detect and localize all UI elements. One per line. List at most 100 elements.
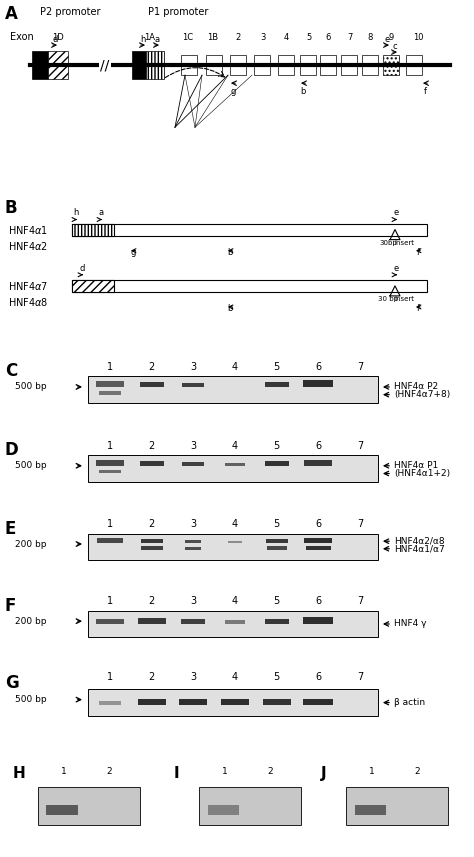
Text: b: b: [228, 304, 233, 313]
Text: f: f: [423, 87, 427, 96]
Text: P1 promoter: P1 promoter: [148, 7, 209, 17]
Text: 1D: 1D: [52, 33, 64, 42]
Text: 4: 4: [232, 362, 238, 372]
Text: HNF4α P2: HNF4α P2: [394, 382, 438, 392]
Bar: [228, 542, 242, 543]
Text: 1C: 1C: [182, 33, 193, 42]
Text: insert: insert: [394, 296, 414, 302]
Text: (HNF4α7+8): (HNF4α7+8): [394, 390, 450, 399]
Text: B: B: [5, 200, 18, 218]
Bar: [206, 55, 222, 75]
Text: H: H: [12, 766, 25, 782]
Text: 2: 2: [106, 766, 112, 776]
Text: P2 promoter: P2 promoter: [40, 7, 100, 17]
Bar: [230, 55, 246, 75]
Text: 2: 2: [267, 766, 273, 776]
Bar: [264, 382, 289, 387]
Bar: [181, 55, 197, 75]
Text: 3: 3: [260, 33, 266, 42]
Text: 7: 7: [357, 672, 363, 682]
Text: 3: 3: [190, 519, 196, 530]
Text: 200 bp: 200 bp: [15, 540, 46, 548]
Text: f: f: [417, 304, 419, 313]
Text: 9: 9: [388, 33, 393, 42]
Text: b: b: [301, 87, 306, 96]
Text: HNF4α P1: HNF4α P1: [394, 461, 438, 470]
Text: 5: 5: [273, 672, 280, 682]
Bar: [263, 698, 291, 704]
Text: 4: 4: [232, 672, 238, 682]
Text: 7: 7: [357, 596, 363, 607]
Text: d: d: [79, 264, 85, 273]
Text: G: G: [5, 674, 19, 692]
Bar: [208, 805, 239, 815]
Bar: [225, 620, 245, 624]
Bar: [88, 376, 378, 404]
Text: c: c: [392, 42, 397, 51]
Text: 2: 2: [236, 33, 241, 42]
Text: 30 bp: 30 bp: [378, 296, 398, 302]
Text: 500 bp: 500 bp: [15, 695, 46, 704]
Bar: [300, 55, 316, 75]
Text: 3: 3: [190, 362, 196, 372]
Text: 500 bp: 500 bp: [15, 382, 46, 392]
Bar: [346, 787, 448, 825]
Text: 5: 5: [273, 596, 280, 607]
Text: 2: 2: [148, 519, 155, 530]
Bar: [88, 455, 378, 482]
Bar: [265, 539, 288, 543]
Text: 1: 1: [222, 766, 228, 776]
Text: (HNF4α1+2): (HNF4α1+2): [394, 469, 450, 478]
Text: f: f: [417, 248, 419, 257]
Bar: [320, 55, 336, 75]
Bar: [304, 460, 332, 466]
Bar: [99, 391, 121, 394]
Bar: [48, 51, 68, 79]
Bar: [32, 51, 48, 79]
Text: 5: 5: [273, 440, 280, 451]
Text: 30bp: 30bp: [379, 240, 397, 246]
Text: HNF4α1/α7: HNF4α1/α7: [394, 544, 445, 554]
Bar: [137, 698, 166, 704]
Text: 2: 2: [148, 362, 155, 372]
Text: 3: 3: [190, 596, 196, 607]
Bar: [96, 381, 124, 387]
Bar: [306, 546, 331, 549]
Text: I: I: [173, 766, 179, 782]
Text: 5: 5: [273, 362, 280, 372]
Text: 7: 7: [357, 362, 363, 372]
Text: 200 bp: 200 bp: [15, 617, 46, 626]
Text: 1: 1: [107, 519, 113, 530]
Text: β actin: β actin: [394, 698, 425, 707]
Text: 4: 4: [232, 440, 238, 451]
Text: e: e: [384, 35, 390, 44]
Text: C: C: [5, 362, 17, 380]
Text: HNF4α2/α8: HNF4α2/α8: [394, 536, 445, 546]
Text: 500 bp: 500 bp: [15, 461, 46, 470]
Text: 2: 2: [148, 440, 155, 451]
Text: 6: 6: [325, 33, 331, 42]
Bar: [140, 461, 164, 466]
Bar: [72, 280, 427, 292]
Text: 1: 1: [107, 362, 113, 372]
Bar: [179, 698, 207, 704]
Text: 2: 2: [414, 766, 420, 776]
Text: 7: 7: [357, 519, 363, 530]
Bar: [221, 698, 249, 704]
Text: 2: 2: [148, 672, 155, 682]
Text: 1: 1: [61, 766, 66, 776]
Text: 3: 3: [190, 440, 196, 451]
Text: 1: 1: [107, 596, 113, 607]
Text: A: A: [5, 5, 18, 23]
Bar: [72, 224, 427, 236]
Text: h: h: [73, 208, 79, 218]
Text: insert: insert: [394, 240, 414, 246]
Text: E: E: [5, 519, 17, 537]
Bar: [99, 701, 121, 704]
Bar: [38, 787, 140, 825]
Text: 4: 4: [232, 596, 238, 607]
Bar: [97, 538, 123, 543]
Bar: [146, 51, 164, 79]
Bar: [182, 383, 204, 387]
Text: 5: 5: [306, 33, 311, 42]
